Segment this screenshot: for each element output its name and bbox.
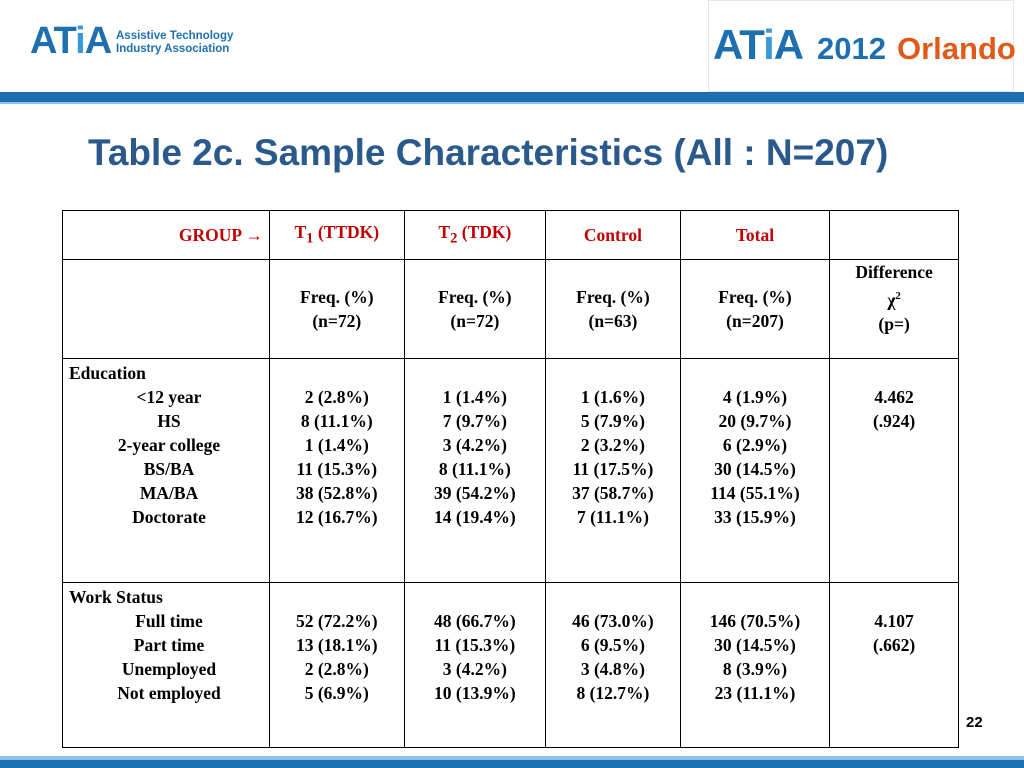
table-subheader-row: Freq. (%) (n=72) Freq. (%) (n=72) Freq. (%…: [62, 259, 959, 359]
education-category: Education <12 year HS 2-year college BS/…: [62, 358, 270, 583]
atia-logo-mark: ATiA: [30, 20, 112, 62]
footer-band-accent: [0, 756, 1024, 760]
column-header-total: Total: [679, 210, 831, 260]
sample-characteristics-table: GROUP → T1 (TTDK) T2 (TDK) Control Total…: [62, 210, 959, 748]
education-label: Education: [69, 363, 146, 383]
work-status-label: Work Status: [69, 587, 163, 607]
table-row-work-status: Work Status Full time Part time Unemploy…: [62, 582, 959, 748]
work-status-category: Work Status Full time Part time Unemploy…: [62, 582, 270, 748]
atia-2012-orlando-logo: ATiA 2012 Orlando: [708, 0, 1016, 92]
education-difference: 4.462 (.924): [829, 358, 959, 583]
slide-title: Table 2c. Sample Characteristics (All : …: [88, 132, 889, 173]
education-t1-values: 2 (2.8%) 8 (11.1%) 1 (1.4%) 11 (15.3%) 38 (5…: [269, 358, 405, 583]
work-total-values: 146 (70.5%) 30 (14.5%) 8 (3.9%) 23 (11.1%): [679, 582, 831, 748]
atia-2012-mark: ATiA: [713, 21, 804, 68]
atia-logo-text: Assistive Technology Industry Associatio…: [116, 30, 233, 56]
logo-line-1: Assistive Technology: [116, 30, 234, 42]
subheader-t2: Freq. (%) (n=72): [403, 259, 547, 359]
conference-year: 2012: [817, 31, 886, 66]
subheader-blank: [62, 259, 270, 359]
column-header-control: Control: [545, 210, 681, 260]
atia-logo: ATiA Assistive Technology Industry Assoc…: [30, 20, 250, 70]
column-header-t1: T1 (TTDK): [269, 210, 405, 260]
subheader-control: Freq. (%) (n=63): [545, 259, 681, 359]
education-total-values: 4 (1.9%) 20 (9.7%) 6 (2.9%) 30 (14.5%) 114 (…: [679, 358, 831, 583]
education-control-values: 1 (1.6%) 5 (7.9%) 2 (3.2%) 11 (17.5%) 37 (58…: [545, 358, 681, 583]
table-header-row: GROUP → T1 (TTDK) T2 (TDK) Control Total: [62, 210, 959, 260]
header-band-accent: [0, 102, 1024, 104]
subheader-t1: Freq. (%) (n=72): [269, 259, 405, 359]
conference-city: Orlando: [897, 31, 1016, 66]
work-difference: 4.107 (.662): [829, 582, 959, 748]
subheader-total: Freq. (%) (n=207): [679, 259, 831, 359]
logo-line-2: Industry Association: [116, 43, 230, 55]
page-number: 22: [966, 714, 983, 731]
work-t2-values: 48 (66.7%) 11 (15.3%) 3 (4.2%) 10 (13.9%): [403, 582, 547, 748]
table-row-education: Education <12 year HS 2-year college BS/…: [62, 358, 959, 583]
work-control-values: 46 (73.0%) 6 (9.5%) 3 (4.8%) 8 (12.7%): [545, 582, 681, 748]
header-band: [0, 92, 1024, 102]
group-label: GROUP →: [62, 210, 270, 260]
work-t1-values: 52 (72.2%) 13 (18.1%) 2 (2.8%) 5 (6.9%): [269, 582, 405, 748]
subheader-difference: Difference χ2 (p=): [829, 259, 959, 359]
footer-band: [0, 760, 1024, 768]
education-t2-values: 1 (1.4%) 7 (9.7%) 3 (4.2%) 8 (11.1%) 39 (54.…: [403, 358, 547, 583]
slide-header: ATiA Assistive Technology Industry Assoc…: [0, 0, 1024, 92]
column-header-blank: [829, 210, 959, 260]
column-header-t2: T2 (TDK): [403, 210, 547, 260]
